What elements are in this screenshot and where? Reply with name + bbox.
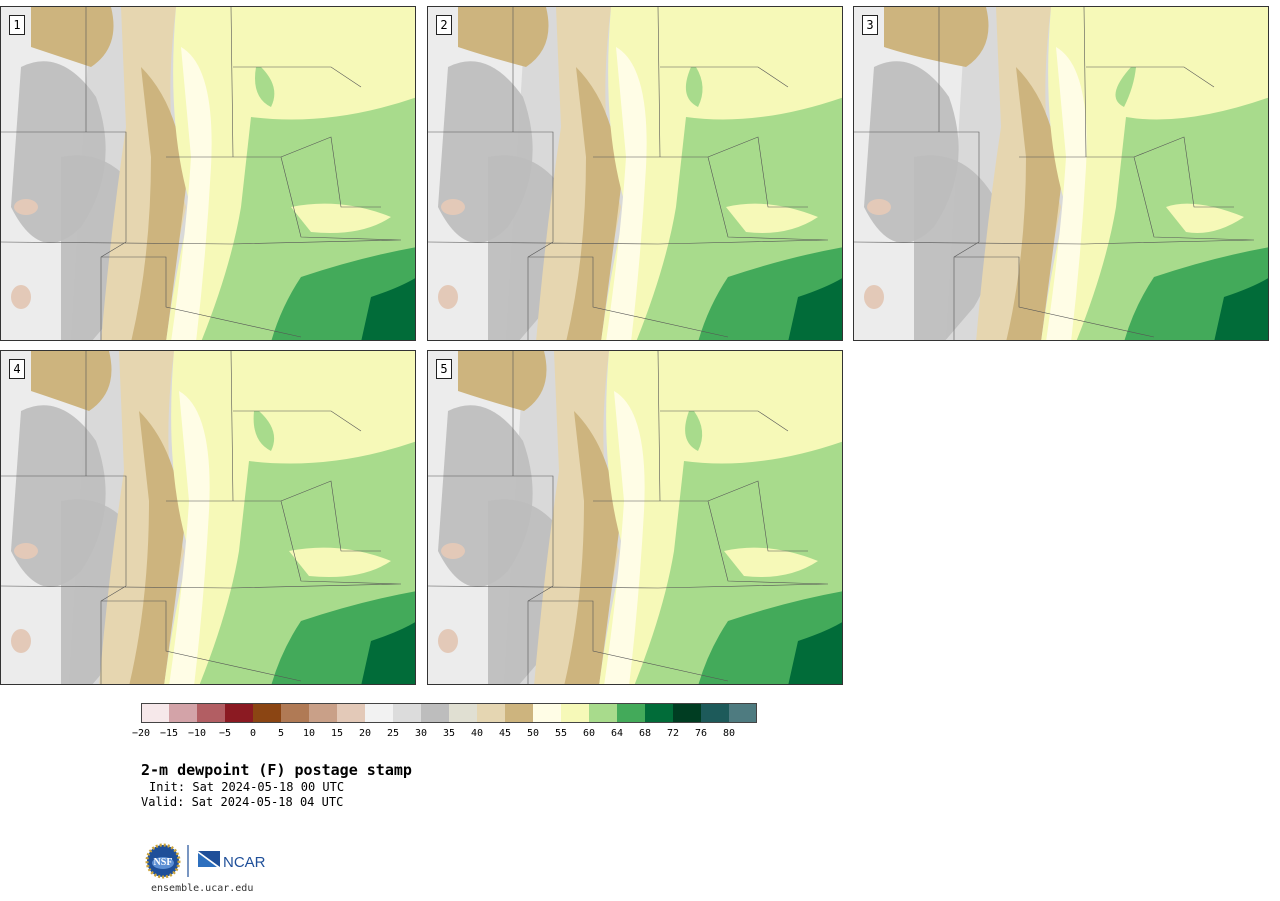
colorbar-swatch bbox=[393, 703, 421, 723]
colorbar-tick-label: 80 bbox=[722, 728, 736, 739]
colorbar-swatch bbox=[141, 703, 169, 723]
colorbar-swatch bbox=[197, 703, 225, 723]
colorbar-tick-label: 5 bbox=[277, 728, 285, 739]
colorbar-tick-label: 25 bbox=[386, 728, 400, 739]
site-url: ensemble.ucar.edu bbox=[151, 883, 254, 894]
colorbar-tick-label: 35 bbox=[442, 728, 456, 739]
map-panel-2: 2 bbox=[427, 6, 843, 341]
panel-label: 1 bbox=[9, 15, 25, 35]
colorbar-tick-label: −5 bbox=[218, 728, 232, 739]
colorbar-tick-label: 40 bbox=[470, 728, 484, 739]
colorbar-tick-label: −20 bbox=[131, 728, 151, 739]
colorbar-swatch bbox=[169, 703, 197, 723]
colorbar-swatch bbox=[365, 703, 393, 723]
colorbar-swatch bbox=[477, 703, 505, 723]
nsf-logo-icon: NSF bbox=[145, 843, 181, 879]
map-panel-4: 4 bbox=[0, 350, 416, 685]
colorbar-swatch bbox=[701, 703, 729, 723]
dewpoint-map bbox=[428, 351, 842, 684]
colorbar-swatch bbox=[309, 703, 337, 723]
colorbar-tick-label: 0 bbox=[249, 728, 257, 739]
colorbar-tick-label: 55 bbox=[554, 728, 568, 739]
colorbar-tick-label: −15 bbox=[159, 728, 179, 739]
colorbar-tick-label: 20 bbox=[358, 728, 372, 739]
colorbar-tick-label: 15 bbox=[330, 728, 344, 739]
colorbar-tick-label: 30 bbox=[414, 728, 428, 739]
colorbar-tick-label: 60 bbox=[582, 728, 596, 739]
colorbar-swatch bbox=[589, 703, 617, 723]
valid-time: Valid: Sat 2024-05-18 04 UTC bbox=[141, 795, 344, 809]
colorbar-tick-label: 64 bbox=[610, 728, 624, 739]
ncar-logo-icon: NCAR bbox=[198, 851, 266, 871]
init-time: Init: Sat 2024-05-18 00 UTC bbox=[149, 780, 345, 794]
colorbar-tick-label: 76 bbox=[694, 728, 708, 739]
colorbar-swatch bbox=[505, 703, 533, 723]
dewpoint-map bbox=[854, 7, 1268, 340]
panel-label: 2 bbox=[436, 15, 452, 35]
colorbar-swatch bbox=[421, 703, 449, 723]
panel-label: 5 bbox=[436, 359, 452, 379]
colorbar-swatch bbox=[533, 703, 561, 723]
colorbar-tick-labels: −20 −15 −10 −5 0 5 10 15 20 25 30 35 40 45 50 55 60 64 68 7… bbox=[130, 728, 770, 742]
colorbar-tick-label: 72 bbox=[666, 728, 680, 739]
colorbar-swatch bbox=[281, 703, 309, 723]
colorbar-swatch bbox=[617, 703, 645, 723]
colorbar-swatch bbox=[729, 703, 757, 723]
colorbar-tick-label: 45 bbox=[498, 728, 512, 739]
map-panel-1: 1 bbox=[0, 6, 416, 341]
dewpoint-map bbox=[1, 7, 415, 340]
nsf-ncar-logo: NSF NCAR bbox=[145, 843, 266, 879]
colorbar-swatch bbox=[561, 703, 589, 723]
colorbar-tick-label: 10 bbox=[302, 728, 316, 739]
colorbar-tick-label: 50 bbox=[526, 728, 540, 739]
colorbar-swatch bbox=[449, 703, 477, 723]
dewpoint-map bbox=[1, 351, 415, 684]
panel-label: 4 bbox=[9, 359, 25, 379]
colorbar-swatch bbox=[253, 703, 281, 723]
panel-label: 3 bbox=[862, 15, 878, 35]
map-panel-3: 3 bbox=[853, 6, 1269, 341]
svg-text:NCAR: NCAR bbox=[223, 854, 266, 871]
colorbar-swatch bbox=[645, 703, 673, 723]
dewpoint-map bbox=[428, 7, 842, 340]
colorbar-swatch bbox=[673, 703, 701, 723]
colorbar-tick-label: 68 bbox=[638, 728, 652, 739]
chart-title: 2-m dewpoint (F) postage stamp bbox=[141, 761, 412, 779]
map-panel-5: 5 bbox=[427, 350, 843, 685]
colorbar bbox=[141, 703, 757, 723]
colorbar-swatch bbox=[225, 703, 253, 723]
colorbar-tick-label: −10 bbox=[187, 728, 207, 739]
svg-text:NSF: NSF bbox=[154, 857, 173, 868]
colorbar-swatch bbox=[337, 703, 365, 723]
